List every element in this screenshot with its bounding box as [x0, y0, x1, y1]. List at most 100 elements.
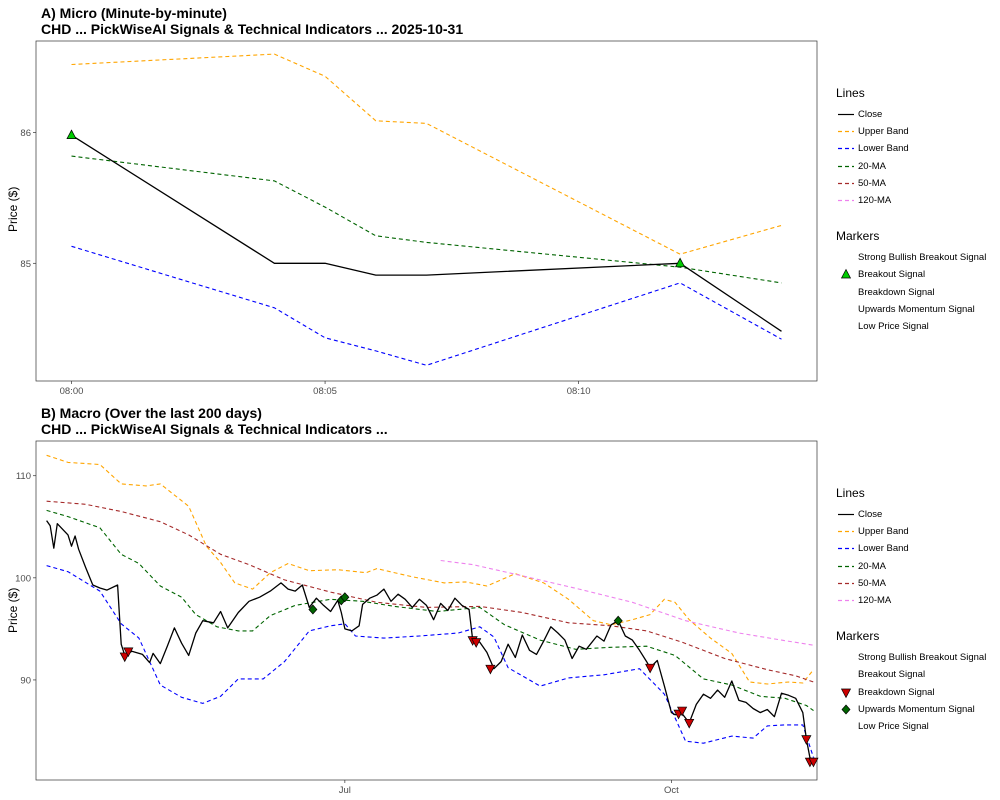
panel-b-legend-marker-key — [836, 649, 858, 666]
panel-a-legend-marker-key — [836, 284, 858, 301]
panel-a-legend-marker-symbol — [840, 269, 852, 279]
panel-b-legend-marker-item: Breakout Signal — [836, 666, 986, 683]
panel-a-title: A) Micro (Minute-by-minute) CHD ... Pick… — [41, 5, 463, 37]
panel-b-y-tick-label: 90 — [20, 675, 31, 686]
panel-b-legend-marker-label: Low Price Signal — [858, 720, 929, 732]
panel-b-legend-line-key — [836, 558, 858, 575]
panel-a-legend-line-label: Close — [858, 109, 883, 121]
panel-a-title-line1: A) Micro (Minute-by-minute) — [41, 5, 227, 21]
panel-a-legend-line-item: 20-MA — [836, 158, 986, 175]
panel-a-legend-marker-item: Breakdown Signal — [836, 284, 986, 301]
panel-a-legend: Lines Close Upper Band Lower Band 20-MA 50-M… — [836, 86, 986, 335]
panel-a-legend-line-key — [836, 106, 858, 123]
panel-b-marker-upwards-momentum-signal — [613, 615, 623, 626]
panel-a-legend-line-label: 20-MA — [858, 160, 886, 172]
panel-b-legend-line-label: Close — [858, 509, 883, 521]
panel-a-legend-line-label: Upper Band — [858, 126, 909, 138]
panel-a-legend-line-key — [836, 175, 858, 192]
panel-a-plot-frame — [35, 40, 818, 382]
panel-b-series-120-ma — [440, 559, 814, 646]
panel-a-legend-line-item: Close — [836, 106, 986, 123]
panel-b-marker-breakdown-signal — [485, 664, 496, 675]
panel-b-legend-line-label: 120-MA — [858, 595, 892, 607]
panel-a-marker-breakout-signal — [66, 129, 77, 140]
panel-b-legend-line-label: Upper Band — [858, 526, 909, 538]
panel-b-legend-marker-item: Upwards Momentum Signal — [836, 701, 986, 718]
panel-b-legend-line-item: Close — [836, 506, 986, 523]
panel-a-legend-marker-item: Strong Bullish Breakout Signal — [836, 249, 986, 266]
panel-b-marker-breakdown-signal — [119, 652, 130, 663]
panel-b-legend-marker-symbol — [841, 704, 851, 715]
panel-b-legend-marker-item: Breakdown Signal — [836, 684, 986, 701]
panel-b-legend-line-key — [836, 523, 858, 540]
panel-b-legend-marker-label: Upwards Momentum Signal — [858, 703, 975, 715]
panel-a-x-tick-label: 08:00 — [60, 386, 84, 397]
panel-a-legend-line-label: 120-MA — [858, 195, 892, 207]
panel-b-legend-line-key — [836, 506, 858, 523]
panel-a-x-tick-label: 08:10 — [567, 386, 591, 397]
panel-a-legend-line-item: Upper Band — [836, 123, 986, 140]
panel-b-marker-breakdown-signal — [684, 718, 695, 729]
panel-b-marker-upwards-momentum-signal — [308, 604, 318, 615]
panel-a-series-20-ma — [71, 155, 782, 284]
panel-b-marker-breakdown-signal — [801, 735, 812, 745]
panel-a-legend-marker-item: Upwards Momentum Signal — [836, 301, 986, 318]
panel-a-legend-marker-label: Upwards Momentum Signal — [858, 303, 975, 315]
panel-b-plot: 90 100 110 Jul Oct — [15, 440, 819, 796]
panel-b-marker-breakdown-signal — [471, 638, 482, 648]
panel-b-title: B) Macro (Over the last 200 days) CHD ..… — [41, 405, 388, 437]
panel-b-legend-marker-key — [836, 701, 858, 718]
panel-b-x-tick-label: Oct — [664, 785, 679, 796]
panel-a-legend-line-key — [836, 158, 858, 175]
panel-b-legend-markers-title: Markers — [836, 629, 880, 644]
panel-a-legend-line-label: Lower Band — [858, 143, 909, 155]
panel-b-legend-marker-symbol — [840, 688, 852, 698]
panel-b-legend-line-label: 50-MA — [858, 577, 886, 589]
panel-b-legend-marker-label: Breakout Signal — [858, 669, 926, 681]
panel-b-series-close — [46, 520, 814, 762]
panel-b-legend: Lines Close Upper Band Lower Band 20-MA 50-M… — [836, 486, 986, 735]
panel-a-legend-line-key — [836, 123, 858, 140]
panel-b-legend-line-item: Lower Band — [836, 540, 986, 557]
panel-a-series-upper-band — [71, 53, 782, 255]
panel-b-title-line1: B) Macro (Over the last 200 days) — [41, 405, 262, 421]
panel-a-legend-marker-label: Low Price Signal — [858, 320, 929, 332]
panel-b-legend-line-item: 50-MA — [836, 575, 986, 592]
panel-a-x-tick-label: 08:05 — [313, 386, 337, 397]
panel-a-legend-marker-key — [836, 266, 858, 283]
panel-b-series-lower-band — [46, 565, 815, 758]
panel-a-legend-marker-item: Low Price Signal — [836, 318, 986, 335]
panel-a-legend-line-item: Lower Band — [836, 140, 986, 157]
panel-a-legend-marker-label: Breakdown Signal — [858, 286, 935, 298]
panel-a-legend-lines-title: Lines — [836, 86, 865, 100]
panel-a-legend-markers-title: Markers — [836, 229, 880, 244]
panel-b-marker-upwards-momentum-signal — [340, 592, 350, 603]
panel-b-x-tick-label: Jul — [339, 785, 351, 796]
panel-a-title-line2: CHD ... PickWiseAI Signals & Technical I… — [41, 21, 464, 37]
panel-a-legend-line-label: 50-MA — [858, 177, 886, 189]
panel-a-legend-marker-key — [836, 301, 858, 318]
panel-b-series-20-ma — [46, 509, 814, 712]
panel-b-marker-breakdown-signal — [808, 757, 819, 768]
panel-b-legend-marker-key — [836, 666, 858, 683]
panel-b-series-50-ma — [46, 500, 814, 683]
panel-a-legend-line-item: 50-MA — [836, 175, 986, 192]
panel-a-legend-marker-label: Strong Bullish Breakout Signal — [858, 252, 987, 264]
panel-a-legend-marker-item: Breakout Signal — [836, 266, 986, 283]
panel-b-legend-marker-item: Low Price Signal — [836, 718, 986, 735]
panel-a-legend-line-key — [836, 192, 858, 209]
panel-a-legend-marker-key — [836, 318, 858, 335]
panel-a-legend-marker-key — [836, 249, 858, 266]
panel-b-legend-lines-title: Lines — [836, 486, 865, 500]
panel-b-legend-line-item: 20-MA — [836, 558, 986, 575]
panel-a-y-tick-label: 86 — [20, 128, 31, 139]
panel-b-legend-line-label: Lower Band — [858, 543, 909, 555]
panel-b-marker-breakdown-signal — [677, 706, 688, 717]
panel-a-legend-marker-label: Breakout Signal — [858, 269, 926, 281]
panel-b-legend-marker-item: Strong Bullish Breakout Signal — [836, 649, 986, 666]
panel-b-title-line2: CHD ... PickWiseAI Signals & Technical I… — [41, 421, 388, 437]
panel-a-legend-line-key — [836, 140, 858, 157]
panel-b-legend-line-label: 20-MA — [858, 560, 886, 572]
panel-b-legend-line-key — [836, 575, 858, 592]
panel-b-legend-line-item: Upper Band — [836, 523, 986, 540]
